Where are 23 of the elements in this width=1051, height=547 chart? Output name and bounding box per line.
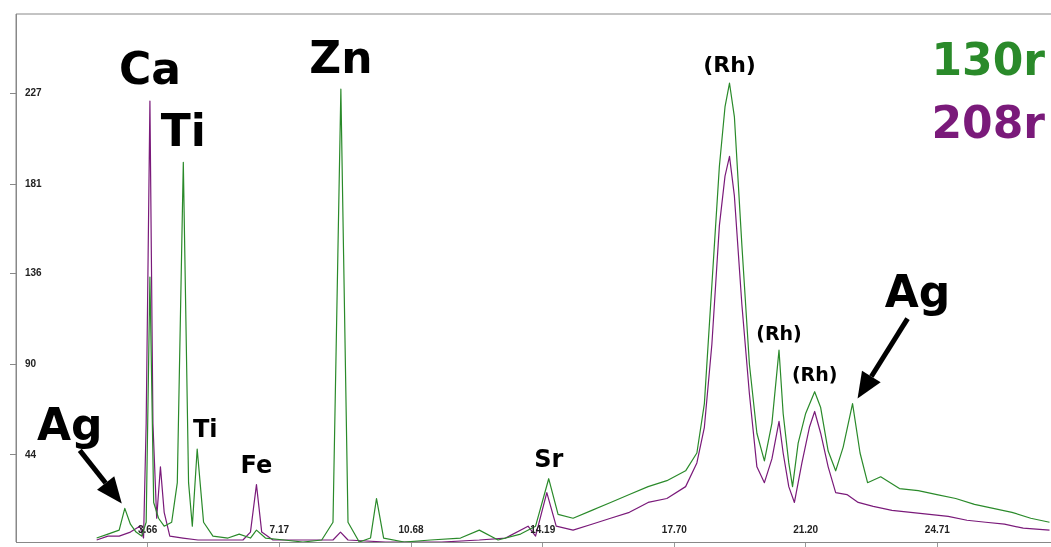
y-tick-label: 136 [25, 266, 43, 278]
annotation: Ti [192, 415, 218, 444]
annotation: Sr [534, 444, 564, 473]
annotation: (Rh) [756, 321, 802, 344]
annotation: Ca [118, 43, 181, 95]
annotation: Ag [37, 398, 103, 450]
annotation: Ti [160, 104, 206, 156]
y-tick-label: 44 [25, 448, 37, 460]
y-tick-label: 227 [25, 86, 43, 98]
annotation: Ag [884, 266, 951, 318]
annotation: (Rh) [791, 363, 838, 386]
annotation: Fe [240, 450, 273, 479]
text: 130r [931, 34, 1046, 86]
y-tick-label: 90 [25, 357, 37, 369]
annotation: Zn [309, 31, 373, 83]
x-tick-label: 10.68 [398, 523, 424, 535]
x-tick-label: 21.20 [793, 523, 819, 535]
x-tick-label: 17.70 [661, 523, 688, 535]
x-tick-label: 24.71 [924, 523, 951, 535]
text: 208r [931, 97, 1046, 149]
annotation: (Rh) [703, 51, 756, 77]
x-tick-label: 7.17 [269, 523, 290, 535]
y-tick-label: 181 [25, 177, 43, 189]
